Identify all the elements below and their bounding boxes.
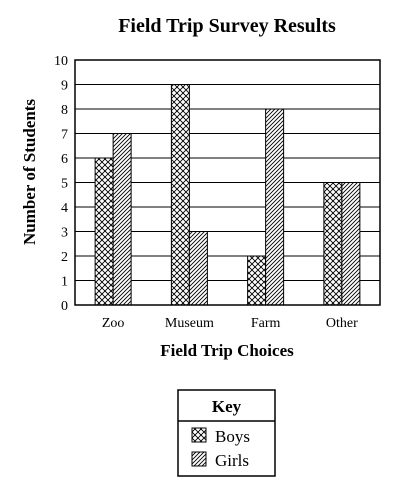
chart-title: Field Trip Survey Results: [118, 15, 336, 37]
x-axis-label: Field Trip Choices: [160, 341, 294, 360]
y-tick-1: 1: [61, 275, 68, 290]
y-tick-7: 7: [61, 128, 68, 143]
y-tick-labels: 0 1 2 3 4 5 6 7 8 9 10: [54, 54, 68, 314]
legend-swatch-boys: [191, 427, 207, 443]
y-tick-6: 6: [61, 152, 68, 167]
legend: Key Boys Girls: [177, 389, 276, 477]
y-tick-8: 8: [61, 103, 68, 118]
y-tick-3: 3: [61, 226, 68, 241]
y-tick-4: 4: [61, 201, 68, 216]
bar-boys-museum: [170, 84, 190, 306]
x-category-zoo: Zoo: [102, 316, 125, 331]
y-tick-0: 0: [61, 299, 68, 314]
bar-girls-museum: [188, 231, 208, 306]
bar-boys-zoo: [94, 157, 114, 306]
bar-boys-other: [323, 182, 343, 306]
x-category-labels: Zoo Museum Farm Other: [102, 316, 358, 331]
x-category-farm: Farm: [251, 316, 281, 331]
plot-border: [74, 59, 381, 306]
y-tick-2: 2: [61, 250, 68, 265]
legend-label-girls: Girls: [215, 451, 249, 470]
x-category-museum: Museum: [165, 316, 214, 331]
y-tick-10: 10: [54, 54, 68, 69]
bar-girls-farm: [265, 108, 285, 306]
x-category-other: Other: [326, 316, 358, 331]
y-tick-9: 9: [61, 79, 68, 94]
legend-label-boys: Boys: [215, 427, 250, 446]
bars: [94, 84, 361, 306]
bar-girls-zoo: [112, 133, 132, 306]
legend-swatch-girls: [191, 451, 207, 467]
bar-girls-other: [341, 182, 361, 306]
legend-title: Key: [212, 397, 242, 416]
y-axis-label: Number of Students: [20, 99, 39, 245]
y-tick-5: 5: [61, 177, 68, 192]
plot-frame: [74, 59, 381, 306]
bar-boys-farm: [247, 255, 267, 306]
